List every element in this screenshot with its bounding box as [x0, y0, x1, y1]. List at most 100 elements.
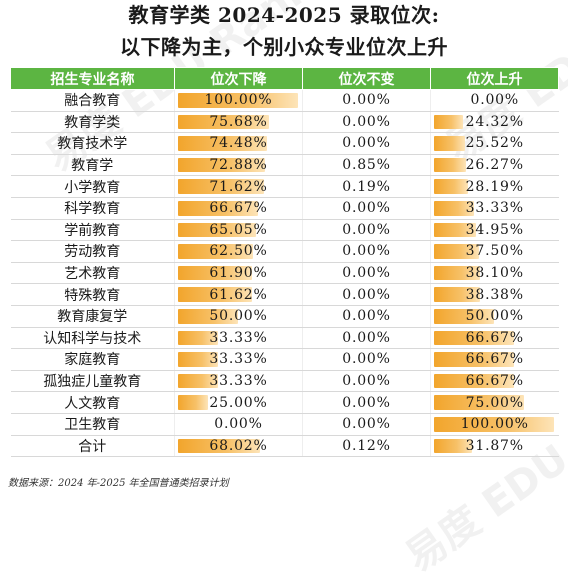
rank-same-cell: 0.00%	[302, 219, 431, 242]
value-bar	[434, 222, 476, 238]
percent-label: 0.00%	[342, 135, 391, 152]
percent-label: 38.38%	[465, 286, 524, 303]
percent-label: 34.95%	[465, 221, 524, 238]
value-bar	[434, 114, 464, 130]
major-name-cell: 孤独症儿童教育	[10, 370, 175, 393]
header-same: 位次不变	[302, 67, 431, 90]
value-bar	[434, 287, 481, 302]
major-name-cell: 教育技术学	[10, 132, 175, 155]
table-row: 人文教育 25.00% 0.00% 75.00%	[10, 391, 559, 414]
rank-same-cell: 0.00%	[302, 262, 431, 285]
rank-down-cell: 25.00%	[174, 391, 303, 414]
rank-up-cell: 66.67%	[430, 370, 559, 393]
percent-label: 0.00%	[342, 416, 391, 433]
rank-same-cell: 0.00%	[302, 370, 431, 393]
rank-same-cell: 0.00%	[302, 348, 431, 371]
value-bar	[178, 373, 218, 389]
percent-label: 25.00%	[209, 394, 268, 411]
major-name-cell: 特殊教育	[10, 283, 175, 306]
rank-same-cell: 0.00%	[302, 413, 431, 436]
percent-label: 0.00%	[342, 265, 391, 282]
rank-down-cell: 71.62%	[174, 175, 303, 198]
table-row: 认知科学与技术 33.33% 0.00% 66.67%	[10, 327, 559, 350]
header-up: 位次上升	[430, 67, 559, 90]
percent-label: 0.00%	[342, 286, 391, 303]
percent-label: 26.27%	[465, 157, 524, 174]
percent-label: 61.62%	[209, 286, 268, 303]
rank-down-cell: 50.00%	[174, 305, 303, 328]
rank-up-cell: 34.95%	[430, 219, 559, 242]
major-name-cell: 教育学类	[10, 111, 175, 134]
major-name-cell: 教育学	[10, 154, 175, 177]
percent-label: 0.85%	[342, 157, 391, 174]
value-bar	[434, 330, 514, 346]
table-row: 艺术教育 61.90% 0.00% 38.10%	[10, 262, 559, 285]
percent-label: 38.10%	[465, 265, 524, 282]
rank-up-cell: 50.00%	[430, 305, 559, 328]
percent-label: 0.12%	[342, 437, 391, 454]
major-name-cell: 卫生教育	[10, 413, 175, 436]
rank-same-cell: 0.12%	[302, 435, 431, 458]
rank-up-cell: 26.27%	[430, 154, 559, 177]
table-row: 教育技术学 74.48% 0.00% 25.52%	[10, 132, 559, 155]
value-bar	[178, 395, 208, 410]
rank-same-cell: 0.00%	[302, 197, 431, 220]
percent-label: 25.52%	[465, 135, 524, 152]
rank-same-cell: 0.00%	[302, 327, 431, 350]
percent-label: 33.33%	[209, 329, 268, 346]
percent-label: 0.00%	[342, 308, 391, 325]
table-row: 特殊教育 61.62% 0.00% 38.38%	[10, 283, 559, 306]
rank-down-cell: 61.90%	[174, 262, 303, 285]
percent-label: 28.19%	[465, 178, 524, 195]
percent-label: 0.00%	[342, 394, 391, 411]
major-name-cell: 劳动教育	[10, 240, 175, 263]
rank-up-cell: 33.33%	[430, 197, 559, 220]
table-header-row: 招生专业名称 位次下降 位次不变 位次上升	[10, 67, 559, 90]
major-name-cell: 教育康复学	[10, 305, 175, 328]
chart-subtitle: 以下降为主，个别小众专业位次上升	[120, 35, 448, 59]
table-row: 合计 68.02% 0.12% 31.87%	[10, 435, 559, 458]
percent-label: 50.00%	[465, 308, 524, 325]
rank-down-cell: 61.62%	[174, 283, 303, 306]
rank-down-cell: 74.48%	[174, 132, 303, 155]
percent-label: 71.62%	[209, 178, 268, 195]
percent-label: 33.33%	[209, 373, 268, 390]
percent-label: 68.02%	[209, 437, 268, 454]
rank-up-cell: 66.67%	[430, 327, 559, 350]
chart-title: 教育学类 2024-2025 录取位次:	[128, 3, 440, 27]
percent-label: 66.67%	[465, 351, 524, 368]
rank-same-cell: 0.00%	[302, 111, 431, 134]
major-name-cell: 融合教育	[10, 89, 175, 112]
rank-up-cell: 38.10%	[430, 262, 559, 285]
percent-label: 0.00%	[214, 416, 263, 433]
table-row: 教育学 72.88% 0.85% 26.27%	[10, 154, 559, 177]
major-name-cell: 认知科学与技术	[10, 327, 175, 350]
value-bar	[434, 352, 514, 367]
percent-label: 31.87%	[465, 437, 524, 454]
rank-up-cell: 0.00%	[430, 89, 559, 112]
rank-down-cell: 68.02%	[174, 435, 303, 458]
table-row: 融合教育 100.00% 0.00% 0.00%	[10, 89, 559, 112]
percent-label: 100.00%	[460, 416, 529, 433]
table-body: 融合教育 100.00% 0.00% 0.00% 教育学类 75.68% 0.00% 24.3…	[10, 89, 559, 458]
percent-label: 0.19%	[342, 178, 391, 195]
major-name-cell: 艺术教育	[10, 262, 175, 285]
percent-label: 0.00%	[342, 329, 391, 346]
value-bar	[178, 265, 253, 281]
value-bar	[434, 308, 494, 324]
percent-label: 74.48%	[209, 135, 268, 152]
rank-table: 招生专业名称 位次下降 位次不变 位次上升 融合教育 100.00% 0.00% 0.…	[10, 67, 559, 458]
percent-label: 0.00%	[470, 92, 519, 109]
major-name-cell: 小学教育	[10, 175, 175, 198]
value-bar	[178, 114, 269, 130]
percent-label: 65.05%	[209, 221, 268, 238]
percent-label: 33.33%	[465, 200, 524, 217]
value-bar	[178, 222, 257, 238]
rank-down-cell: 33.33%	[174, 370, 303, 393]
percent-label: 62.50%	[209, 243, 268, 260]
rank-same-cell: 0.19%	[302, 175, 431, 198]
rank-down-cell: 66.67%	[174, 197, 303, 220]
table-row: 卫生教育 0.00% 0.00% 100.00%	[10, 413, 559, 436]
rank-same-cell: 0.00%	[302, 391, 431, 414]
value-bar	[178, 93, 298, 108]
